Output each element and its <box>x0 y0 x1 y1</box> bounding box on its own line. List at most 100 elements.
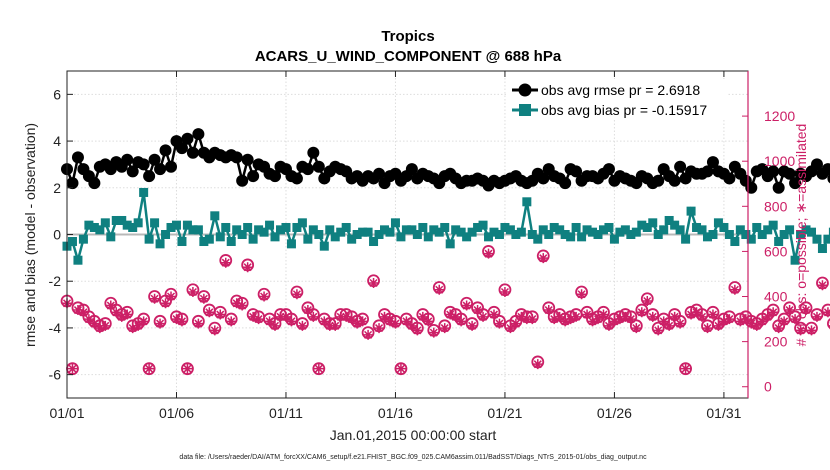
bias-point <box>210 211 220 221</box>
bias-point <box>161 230 171 239</box>
assimilated-obs-marker <box>757 316 768 327</box>
bias-point <box>631 227 641 237</box>
assimilated-obs-marker <box>264 316 275 327</box>
assimilated-obs-marker <box>636 307 647 318</box>
assimilated-obs-marker <box>735 316 746 327</box>
bias-point <box>84 220 94 230</box>
rmse-point <box>810 158 823 171</box>
bias-point <box>385 227 395 237</box>
assimilated-obs-marker <box>691 307 702 318</box>
x-tick-label: 01/31 <box>706 405 741 421</box>
rmse-point <box>789 177 802 190</box>
bias-point <box>675 225 685 235</box>
bias-point <box>566 232 576 242</box>
bias-point <box>527 230 537 239</box>
rmse-point <box>723 172 736 185</box>
bias-point <box>702 232 712 242</box>
assimilated-obs-marker <box>817 280 828 291</box>
bias-point <box>248 234 258 244</box>
assimilated-obs-marker <box>494 318 505 329</box>
bias-point <box>768 220 778 230</box>
x-tick-label: 01/16 <box>378 405 413 421</box>
assimilated-obs-marker <box>571 311 582 322</box>
assimilated-obs-marker <box>423 316 434 327</box>
rmse-point <box>668 174 681 187</box>
bias-point <box>358 227 368 237</box>
assimilated-obs-marker <box>160 298 171 309</box>
y-right-tick-label: 1200 <box>764 108 795 124</box>
assimilated-obs-marker <box>231 298 242 309</box>
rmse-point <box>143 170 156 183</box>
assimilated-obs-marker <box>510 318 521 329</box>
bias-point <box>571 222 581 232</box>
assimilated-obs-marker <box>78 307 89 318</box>
x-tick-label: 01/21 <box>487 405 522 421</box>
bias-point <box>473 222 483 232</box>
assimilated-obs-marker <box>133 320 144 331</box>
assimilated-obs-marker <box>718 316 729 327</box>
assimilated-obs-marker <box>248 311 259 322</box>
rmse-point <box>772 181 785 194</box>
assimilated-obs-marker <box>549 314 560 325</box>
legend-box <box>507 79 727 119</box>
assimilated-obs-marker <box>740 314 751 325</box>
assimilated-obs-marker <box>346 314 357 325</box>
y-axis-left-label: rmse and bias (model - observation) <box>22 123 38 347</box>
assimilated-obs-marker <box>669 311 680 322</box>
bias-point <box>692 222 702 232</box>
assimilated-obs-marker <box>565 314 576 325</box>
bias-point <box>774 237 784 247</box>
bias-point <box>484 232 494 242</box>
bias-point <box>67 237 77 247</box>
assimilated-obs-marker <box>675 318 686 329</box>
assimilated-obs-marker <box>187 287 198 298</box>
assimilated-obs-marker <box>806 325 817 336</box>
bias-point <box>95 225 105 235</box>
assimilated-obs-marker <box>461 300 472 311</box>
y-left-tick-label: -4 <box>49 320 62 336</box>
assimilated-obs-marker <box>784 305 795 316</box>
bias-point <box>281 222 291 232</box>
bias-point <box>817 244 827 254</box>
bias-point <box>89 222 99 232</box>
possible-obs-marker <box>679 362 692 376</box>
assimilated-obs-marker <box>270 320 281 331</box>
bias-point <box>785 225 795 235</box>
assimilated-obs-marker <box>155 318 166 329</box>
possible-obs-marker <box>827 318 830 330</box>
bias-point <box>779 230 789 239</box>
assimilated-obs-marker <box>384 316 395 327</box>
y-right-tick-label: 0 <box>764 379 772 395</box>
bias-point <box>188 225 198 235</box>
bias-point <box>653 230 663 239</box>
assimilated-obs-marker <box>762 311 773 322</box>
bias-point <box>670 220 680 230</box>
bias-point <box>237 230 247 239</box>
assimilated-obs-marker <box>516 311 527 322</box>
rmse-point <box>652 174 665 187</box>
rmse-point <box>312 160 325 173</box>
rmse-point <box>88 177 101 190</box>
rmse-point <box>66 177 79 190</box>
assimilated-obs-marker <box>472 305 483 316</box>
rmse-point <box>290 172 303 185</box>
bias-point <box>796 230 806 239</box>
bias-point <box>259 227 269 237</box>
rmse-point <box>307 146 320 159</box>
assimilated-obs-marker <box>171 314 182 325</box>
bias-point <box>193 225 203 235</box>
bias-point <box>232 225 242 235</box>
bias-point <box>697 225 707 235</box>
bias-point <box>221 222 231 232</box>
assimilated-obs-marker <box>582 309 593 320</box>
bias-point <box>494 230 504 239</box>
bias-point <box>418 222 428 232</box>
bias-point <box>763 225 773 235</box>
y-right-tick-label: 200 <box>764 334 788 350</box>
rmse-point <box>154 163 167 176</box>
possible-obs-marker <box>142 362 156 376</box>
x-axis-label: Jan.01,2015 00:00:00 start <box>330 427 497 443</box>
assimilated-obs-marker <box>401 316 412 327</box>
assimilated-obs-marker <box>614 314 625 325</box>
assimilated-obs-marker <box>149 293 160 304</box>
